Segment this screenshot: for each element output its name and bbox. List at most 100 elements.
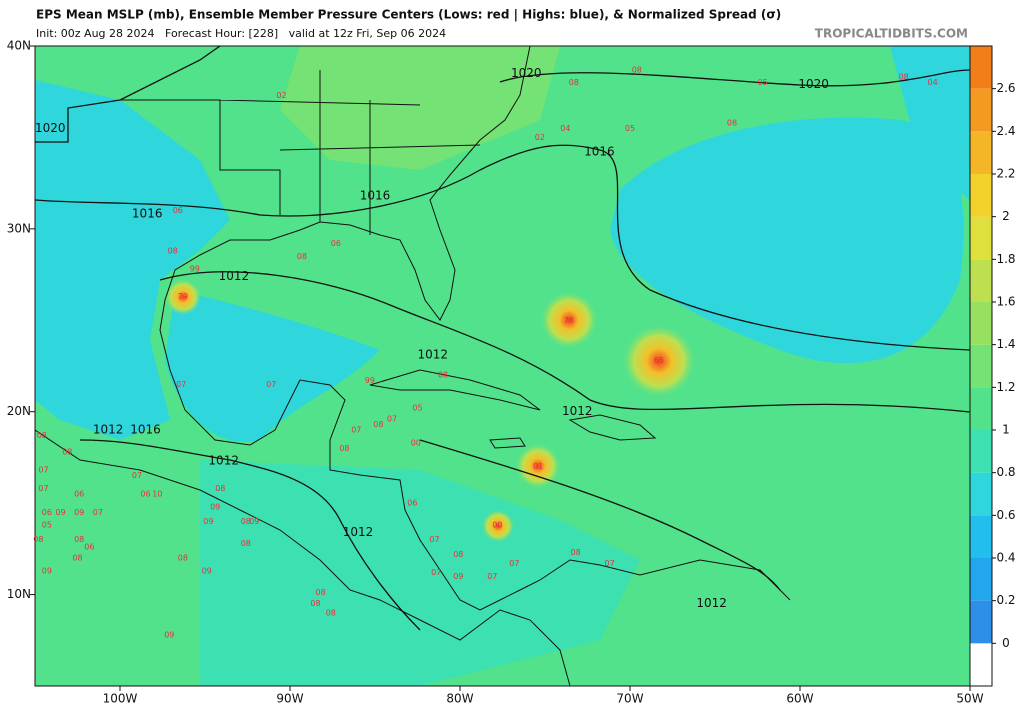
pressure-center: 07	[487, 572, 497, 581]
pressure-center: 08	[33, 535, 43, 544]
pressure-center: 07	[429, 535, 439, 544]
pressure-center: 00	[492, 521, 502, 530]
isobar-label: 1012	[208, 454, 239, 468]
pressure-center: 08	[72, 554, 82, 563]
pressure-center: 09	[203, 517, 213, 526]
island	[568, 414, 657, 441]
spread-peak	[482, 510, 514, 542]
colorbar-bin	[970, 302, 992, 345]
title: EPS Mean MSLP (mb), Ensemble Member Pres…	[36, 8, 781, 22]
x-tick-label: 70W	[616, 692, 643, 706]
pressure-center: 07	[605, 559, 615, 568]
isobar-label: 1012	[219, 269, 250, 283]
colorbar-tick-label: 0.4	[996, 551, 1015, 565]
isobar-label: 1012	[418, 348, 449, 362]
pressure-center: 04	[928, 78, 938, 87]
pressure-center: 08	[310, 599, 320, 608]
isobar-label: 1012	[343, 525, 374, 539]
colorbar-bin	[970, 88, 992, 132]
colorbar-bin	[970, 216, 992, 260]
pressure-center: 07	[132, 471, 142, 480]
pressure-center: 06	[74, 490, 84, 499]
pressure-center: 09	[249, 517, 259, 526]
pressure-center: 00	[411, 438, 421, 447]
island	[369, 369, 541, 411]
isobar	[419, 439, 781, 591]
pressure-center: 10	[152, 490, 162, 499]
pressure-center: 05	[758, 78, 768, 87]
pressure-center: 08	[241, 539, 251, 548]
isobar-label: 1016	[360, 188, 391, 202]
colorbar-tick-label: 1	[1002, 423, 1010, 437]
isobar	[35, 46, 221, 143]
spread-peak	[541, 292, 597, 348]
pressure-center: 08	[316, 588, 326, 597]
pressure-center: 09	[42, 566, 52, 575]
pressure-center: 08	[373, 420, 383, 429]
pressure-center: 06	[407, 499, 417, 508]
pressure-center: 07	[176, 380, 186, 389]
pressure-center: 05	[625, 124, 635, 133]
colorbar-frame	[969, 45, 993, 687]
pressure-center: 08	[569, 78, 579, 87]
pressure-center: 07	[266, 380, 276, 389]
isobar	[79, 439, 421, 631]
pressure-center: 06	[173, 206, 183, 215]
x-tick-label: 60W	[786, 692, 813, 706]
isobar	[499, 69, 970, 87]
state-border	[120, 70, 481, 235]
pressure-center: 07	[38, 466, 48, 475]
colorbar-tick-label: 1.2	[996, 380, 1015, 394]
pressure-center: 08	[632, 65, 642, 74]
pressure-center: 09	[164, 630, 174, 639]
pressure-center: 08	[727, 118, 737, 127]
isobar-label: 1012	[562, 404, 593, 418]
field-low-spread	[165, 290, 380, 442]
brand: TROPICALTIDBITS.COM	[815, 27, 968, 41]
colorbar-bin	[970, 515, 992, 558]
pressure-center: 65	[654, 356, 664, 365]
pressure-center: 09	[74, 508, 84, 517]
pressure-center: 05	[42, 521, 52, 530]
colorbar-bin	[970, 430, 992, 473]
y-tick-label: 30N	[7, 221, 31, 235]
colorbar-bin	[970, 387, 992, 430]
pressure-center: 02	[276, 91, 286, 100]
pressure-center: 09	[202, 566, 212, 575]
isobar-label: 1020	[35, 121, 66, 135]
field-mid-spread	[280, 46, 560, 170]
pressure-center: 08	[297, 252, 307, 261]
field-low-spread	[890, 46, 970, 200]
colorbar-bin	[970, 131, 992, 174]
isobar-label: 1020	[511, 66, 542, 80]
pressure-center: 06	[84, 543, 94, 552]
y-tick-label: 20N	[7, 404, 31, 418]
colorbar-tick-label: 1.8	[996, 252, 1015, 266]
y-tick-label: 40N	[7, 39, 31, 53]
pressure-center: 08	[326, 608, 336, 617]
colorbar-tick-label: 1.4	[996, 337, 1015, 351]
field-low-spread	[35, 80, 230, 440]
pressure-center: 08	[168, 246, 178, 255]
field-low-spread	[200, 460, 640, 686]
pressure-center: 99	[190, 265, 200, 274]
pressure-center: 99	[365, 376, 375, 385]
colorbar-tick-label: 0.6	[996, 508, 1015, 522]
isobar-label: 1016	[584, 145, 615, 159]
island	[489, 437, 526, 449]
colorbar-tick-label: 0.2	[996, 593, 1015, 607]
isobar-label: 1012	[696, 596, 727, 610]
colorbar-tick-label: 0.8	[996, 465, 1015, 479]
pressure-center: 08	[37, 431, 47, 440]
coastline	[159, 46, 791, 611]
colorbar-tick-label: 2.2	[996, 167, 1015, 181]
pressure-center: 05	[412, 404, 422, 413]
coastline	[35, 429, 571, 686]
spread-peak	[516, 444, 560, 488]
spread-peak	[165, 279, 201, 315]
colorbar-bin	[970, 643, 992, 686]
pressure-center: 08	[339, 444, 349, 453]
colorbar-tick-label: 2.4	[996, 124, 1015, 138]
colorbar-bin	[970, 600, 992, 644]
